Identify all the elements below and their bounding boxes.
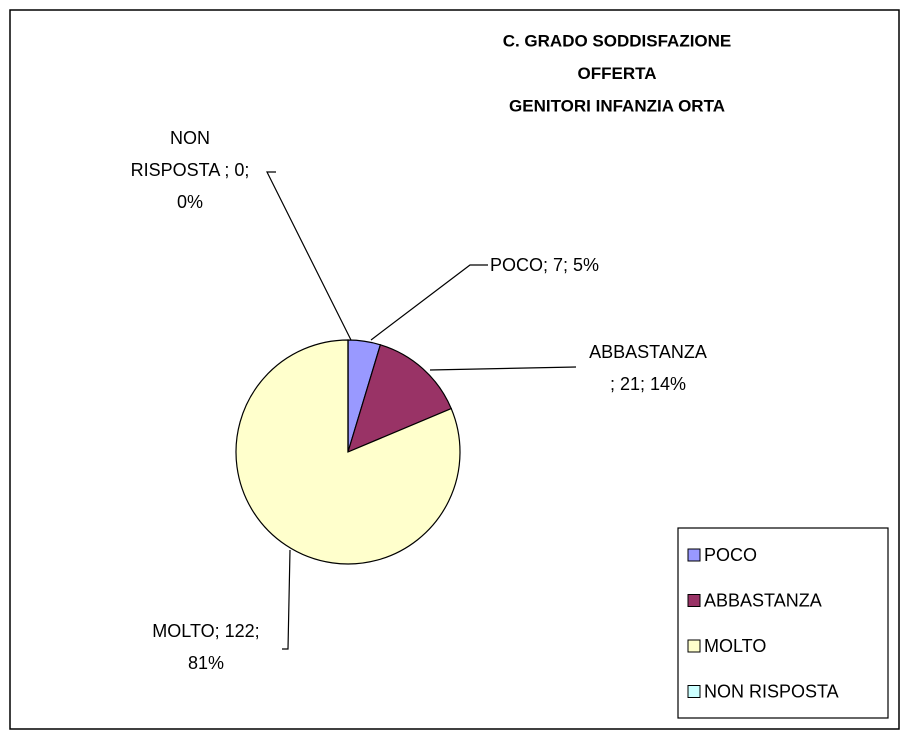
pie-slice bbox=[347, 344, 453, 454]
legend: POCO ABBASTANZA MOLTO NON RISPOSTA bbox=[687, 545, 839, 701]
legend-label: ABBASTANZA bbox=[704, 590, 822, 610]
data-label: NON RISPOSTA ; 0; 0% bbox=[130, 128, 250, 212]
data-label: ABBASTANZA ; 21; 14% bbox=[589, 342, 707, 394]
legend-swatch bbox=[687, 548, 701, 562]
leader-lines bbox=[266, 171, 577, 650]
legend-box bbox=[677, 527, 889, 719]
leader-line bbox=[429, 366, 577, 371]
data-label: POCO; 7; 5% bbox=[490, 255, 600, 275]
legend-swatch bbox=[687, 685, 701, 698]
title-line: GENITORI INFANZIA ORTA bbox=[509, 96, 725, 115]
legend-swatch bbox=[687, 594, 701, 607]
leader-line bbox=[282, 549, 291, 650]
legend-label: NON RISPOSTA bbox=[704, 681, 839, 701]
legend-label: POCO bbox=[704, 545, 757, 565]
title-line: C. GRADO SODDISFAZIONE bbox=[503, 31, 732, 50]
data-label: MOLTO; 122; 81% bbox=[152, 621, 260, 673]
leader-line bbox=[370, 264, 488, 341]
chart-title: C. GRADO SODDISFAZIONE OFFERTA GENITORI IN… bbox=[503, 31, 732, 115]
pie bbox=[235, 339, 461, 565]
title-line: OFFERTA bbox=[577, 64, 656, 83]
legend-swatch bbox=[687, 639, 701, 653]
leader-line bbox=[266, 171, 352, 341]
legend-label: MOLTO bbox=[704, 636, 766, 656]
